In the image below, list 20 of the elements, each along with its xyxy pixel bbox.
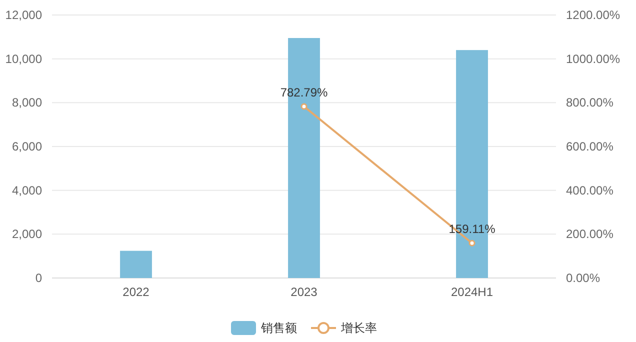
y-tick-label: 10,000 (5, 52, 42, 66)
y2-tick-label: 1200.00% (566, 8, 620, 22)
y-tick-label: 2,000 (12, 227, 42, 242)
x-tick-label: 2023 (290, 285, 318, 299)
y2-tick-label: 200.00% (566, 227, 614, 242)
y2-tick-label: 1000.00% (566, 52, 620, 66)
legend-label: 销售额 (260, 321, 297, 335)
y-tick-label: 6,000 (12, 140, 42, 154)
y-tick-label: 12,000 (5, 8, 42, 22)
y2-tick-label: 400.00% (566, 183, 614, 198)
y2-tick-label: 800.00% (566, 96, 614, 110)
bar (120, 250, 152, 278)
x-tick-label: 2024H1 (450, 285, 494, 299)
y-tick-label: 4,000 (12, 183, 42, 198)
legend-label: 增长率 (340, 321, 377, 335)
y2-tick-label: 0.00% (566, 271, 600, 285)
y-tick-label: 8,000 (12, 96, 42, 110)
y2-tick-label: 600.00% (566, 140, 614, 154)
y-tick-label: 0 (35, 271, 42, 285)
x-tick-label: 2022 (122, 285, 150, 299)
